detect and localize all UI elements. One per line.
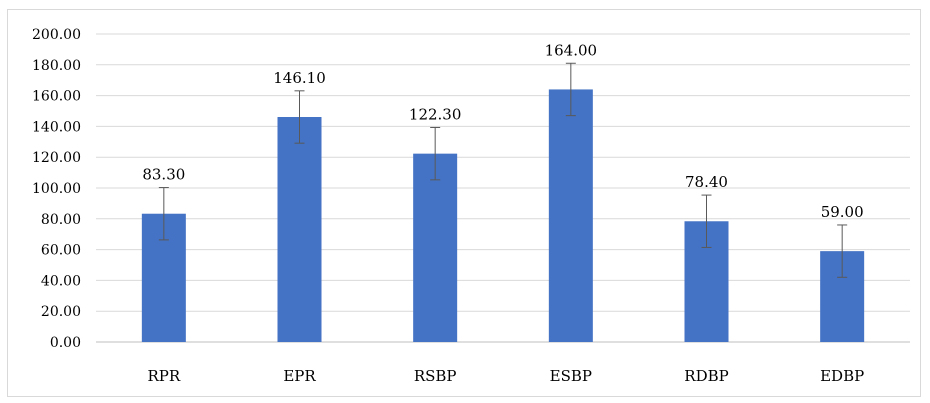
x-tick-label-edbp: EDBP [820, 367, 864, 385]
x-tick-label-rdbp: RDBP [684, 367, 728, 385]
y-tick-label: 160.00 [32, 89, 81, 105]
data-label-epr: 146.10 [273, 69, 326, 87]
x-tick-label-rpr: RPR [147, 367, 180, 385]
y-tick-label: 60.00 [41, 243, 81, 259]
y-axis-ticks: 0.00 20.00 40.00 60.00 80.00 100.00 120.00 140.… [32, 27, 81, 351]
bar-esbp [548, 89, 593, 342]
data-label-rpr: 83.30 [142, 166, 185, 184]
y-tick-label: 0.00 [50, 335, 81, 351]
data-label-esbp: 164.00 [545, 41, 598, 59]
data-labels: 83.30 146.10 122.30 164.00 78.40 59.00 [142, 41, 863, 221]
y-tick-label: 80.00 [41, 212, 81, 228]
data-label-rsbp: 122.30 [409, 105, 462, 123]
bar-chart: 0.00 20.00 40.00 60.00 80.00 100.00 120.00 140.… [32, 27, 910, 385]
gridlines [96, 33, 910, 343]
x-axis-labels: RPR EPR RSBP ESBP RDBP EDBP [147, 367, 864, 385]
y-tick-label: 20.00 [41, 304, 81, 320]
y-tick-label: 40.00 [41, 273, 81, 289]
bar-rsbp [413, 153, 458, 342]
data-label-rdbp: 78.40 [685, 173, 728, 191]
x-tick-label-esbp: ESBP [550, 367, 592, 385]
y-tick-label: 120.00 [32, 150, 81, 166]
x-tick-label-rsbp: RSBP [414, 367, 457, 385]
chart-frame: 0.00 20.00 40.00 60.00 80.00 100.00 120.00 140.… [7, 9, 921, 397]
data-label-edbp: 59.00 [821, 203, 864, 221]
bars [141, 89, 865, 342]
bar-epr [277, 117, 322, 342]
y-tick-label: 180.00 [32, 58, 81, 74]
y-tick-label: 140.00 [32, 119, 81, 135]
y-tick-label: 200.00 [32, 27, 81, 43]
error-bars [158, 62, 848, 278]
y-tick-label: 100.00 [32, 181, 81, 197]
x-tick-label-epr: EPR [283, 367, 316, 385]
